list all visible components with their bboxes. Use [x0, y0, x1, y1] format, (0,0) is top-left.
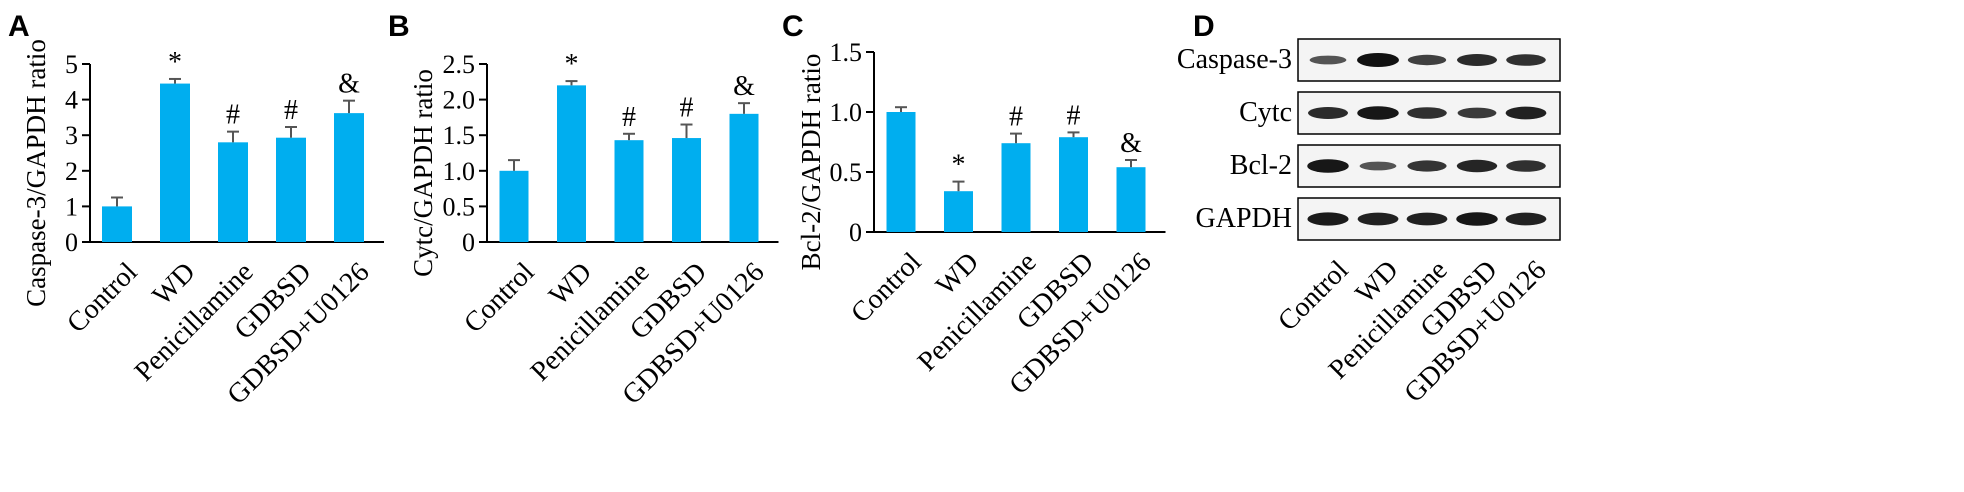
blot-band — [1307, 159, 1349, 173]
blot-band — [1359, 161, 1397, 171]
y-tick-label: 1.0 — [443, 157, 476, 186]
bar — [944, 191, 973, 232]
blot-band — [1505, 106, 1547, 120]
bar — [729, 113, 759, 242]
blot-band — [1456, 159, 1498, 173]
blot-band — [1307, 212, 1349, 226]
y-tick-label: 0 — [462, 228, 475, 257]
significance-mark: * — [565, 49, 579, 80]
blot-row-label: GAPDH — [1196, 203, 1292, 234]
bar — [499, 170, 529, 242]
y-tick-label: 0 — [65, 228, 78, 257]
bar — [886, 112, 916, 232]
significance-mark: * — [952, 150, 966, 181]
y-tick-label: 0.5 — [443, 192, 476, 221]
panel-letter: D — [1193, 10, 1215, 43]
y-axis-title: Bcl-2/GAPDH ratio — [796, 54, 826, 271]
bar — [1116, 167, 1146, 232]
y-tick-label: 1.5 — [830, 38, 863, 67]
bar — [672, 138, 701, 242]
y-axis-title: Caspase-3/GAPDH ratio — [21, 39, 51, 307]
significance-mark: # — [226, 100, 240, 131]
blot-band — [1457, 107, 1497, 119]
significance-mark: & — [733, 71, 755, 102]
y-tick-label: 0 — [849, 218, 862, 247]
y-tick-label: 1 — [65, 192, 78, 221]
blot-band — [1308, 107, 1348, 119]
significance-mark: & — [1120, 128, 1142, 159]
blot-row-label: Caspase-3 — [1177, 44, 1292, 75]
bar — [557, 85, 586, 242]
bar — [614, 140, 644, 242]
significance-mark: # — [1067, 100, 1081, 131]
bar — [1001, 143, 1031, 232]
bar — [160, 83, 190, 242]
y-tick-label: 2 — [65, 157, 78, 186]
blot-band — [1357, 53, 1399, 67]
y-tick-label: 3 — [65, 121, 78, 150]
panel-letter: A — [8, 10, 30, 43]
significance-mark: # — [680, 93, 694, 124]
blot-band — [1506, 54, 1546, 66]
y-tick-label: 1.0 — [830, 98, 863, 127]
blot-band — [1406, 212, 1448, 226]
significance-mark: # — [1009, 102, 1023, 133]
x-category-label: Control — [458, 256, 541, 339]
blot-row-label: Cytc — [1239, 97, 1292, 128]
panel-d-western-blot: DCaspase-3CytcBcl-2GAPDHControlWDPenicil… — [1177, 10, 1561, 409]
x-category-label: Control — [61, 256, 144, 339]
panel-letter: C — [782, 10, 804, 43]
y-tick-label: 2.5 — [443, 50, 476, 79]
blot-band — [1457, 54, 1497, 66]
blot-lane-label: Control — [1272, 254, 1355, 337]
bar — [102, 206, 132, 242]
y-tick-label: 5 — [65, 50, 78, 79]
bar — [276, 137, 306, 242]
blot-band — [1407, 54, 1447, 66]
significance-mark: # — [622, 102, 636, 133]
y-tick-label: 0.5 — [830, 158, 863, 187]
significance-mark: & — [338, 69, 360, 100]
x-category-label: Control — [845, 246, 928, 329]
blot-band — [1357, 212, 1399, 226]
y-tick-label: 1.5 — [443, 121, 476, 150]
blot-band — [1505, 212, 1547, 226]
significance-mark: # — [284, 95, 298, 126]
y-tick-label: 4 — [65, 86, 78, 115]
blot-row-label: Bcl-2 — [1230, 150, 1292, 181]
bar — [334, 113, 364, 243]
blot-band — [1506, 160, 1546, 172]
blot-band — [1407, 107, 1447, 119]
blot-band — [1407, 160, 1447, 172]
blot-band — [1456, 212, 1498, 226]
blot-band — [1357, 106, 1399, 120]
significance-mark: * — [168, 47, 182, 78]
panel-letter: B — [388, 10, 410, 43]
y-axis-title: Cytc/GAPDH ratio — [408, 69, 438, 277]
blot-band — [1309, 55, 1347, 65]
bar — [1059, 137, 1088, 232]
bar — [218, 142, 248, 242]
y-tick-label: 2.0 — [443, 86, 476, 115]
